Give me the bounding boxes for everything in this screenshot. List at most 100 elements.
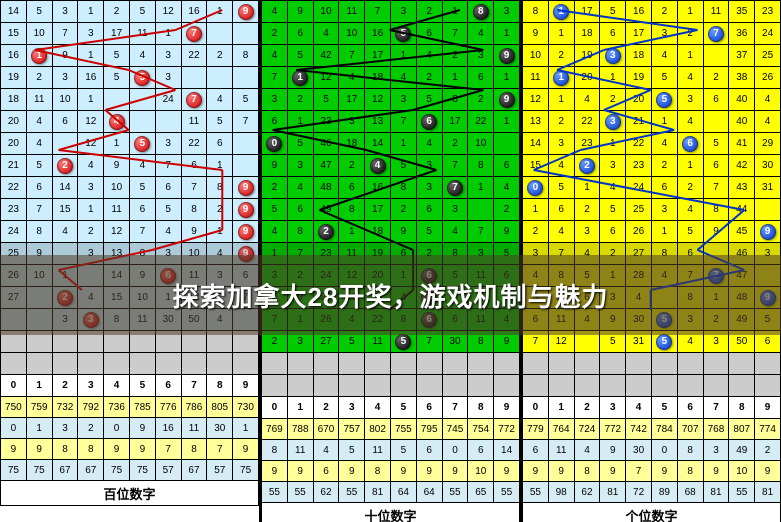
cell: 11 [339,1,365,23]
digit-header: 0 [262,397,288,419]
cell [626,353,652,375]
digit-header-row: 0123456789 [1,375,259,397]
cell: 7 [703,23,729,45]
cell: 3 [468,45,494,67]
cell: 2 [548,45,574,67]
cell: 20 [626,89,652,111]
stat-cell: 785 [129,397,155,418]
cell: 6 [703,155,729,177]
cell: 17 [339,89,365,111]
cell: 7 [703,177,729,199]
cell: 1 [390,45,416,67]
cell: 49 [313,199,339,221]
ball: 1 [553,70,569,86]
cell: 36 [729,23,755,45]
cell [468,353,494,375]
cell [468,199,494,221]
stat-cell: 3 [52,418,78,439]
cell: 15 [523,155,549,177]
stat-cell: 30 [626,440,652,461]
cell [52,353,78,375]
stat-cell: 786 [181,397,207,418]
ball: 0 [527,180,543,196]
stat-cell: 9 [1,439,27,460]
digit-header: 2 [313,397,339,419]
cell [600,353,626,375]
cell: 1 [494,67,520,89]
cell: 5 [677,221,703,243]
cell: 4 [677,111,703,133]
cell: 18 [365,67,391,89]
ball: 2 [57,158,73,174]
cell: 7 [262,67,288,89]
cell: 7 [442,23,468,45]
cell: 7 [339,45,365,67]
cell: 9 [494,89,520,111]
cell: 2 [52,155,78,177]
table-row: 811751621113523 [523,1,781,23]
cell: 12 [78,133,104,155]
cell: 14 [365,133,391,155]
cell: 1 [494,111,520,133]
stat-row: 779764724772742784707768807774 [523,419,781,440]
stat-cell: 10 [468,461,494,482]
blank-row [523,375,781,397]
cell: 2 [442,45,468,67]
cell: 6 [548,199,574,221]
cell: 8 [207,177,233,199]
stat-cell: 807 [729,419,755,440]
table-row: 15423232164230 [523,155,781,177]
cell [390,375,416,397]
digit-header: 7 [442,397,468,419]
ball: 7 [447,180,463,196]
cell: 10 [313,1,339,23]
stat-row: 0132091611301 [1,418,259,439]
cell [574,375,600,397]
stat-cell: 10 [729,461,755,482]
cell: 3 [339,111,365,133]
cell [703,375,729,397]
data-grid: 1453125121619151073171117161915432228192… [0,0,259,506]
stat-cell: 75 [1,460,27,481]
stat-cell: 754 [468,419,494,440]
stat-cell: 6 [416,440,442,461]
stat-cell: 1 [233,418,259,439]
table-row: 181110124745 [1,89,259,111]
cell: 4 [104,111,130,133]
stat-row: 99698999109 [262,461,520,482]
stat-cell: 55 [523,482,549,503]
stat-row: 75756767757557675775 [1,460,259,481]
table-row: 243626159459 [523,221,781,243]
cell: 5 [129,67,155,89]
cell: 17 [104,23,130,45]
cell: 5 [703,133,729,155]
cell: 4 [390,67,416,89]
stat-cell: 792 [78,397,104,418]
cell: 1 [442,67,468,89]
cell: 2 [651,155,677,177]
table-row: 20461241157 [1,111,259,133]
cell: 1 [78,45,104,67]
stat-cell: 8 [574,461,600,482]
cell: 22 [181,133,207,155]
cell: 2 [523,221,549,243]
stat-cell: 81 [755,482,781,503]
cell: 7 [442,177,468,199]
cell: 3 [677,89,703,111]
cell: 10 [339,23,365,45]
stat-cell: 3 [703,440,729,461]
cell [703,111,729,133]
stat-cell: 5 [390,440,416,461]
stat-cell: 759 [26,397,52,418]
ball: 9 [238,180,254,196]
digit-header: 5 [390,397,416,419]
stat-cell: 55 [262,482,288,503]
stat-cell: 57 [207,460,233,481]
cell: 5 [416,89,442,111]
cell: 9 [523,23,549,45]
cell: 6 [26,177,52,199]
cell: 6 [52,111,78,133]
cell [442,375,468,397]
cell: 4 [548,221,574,243]
cell: 8 [523,1,549,23]
